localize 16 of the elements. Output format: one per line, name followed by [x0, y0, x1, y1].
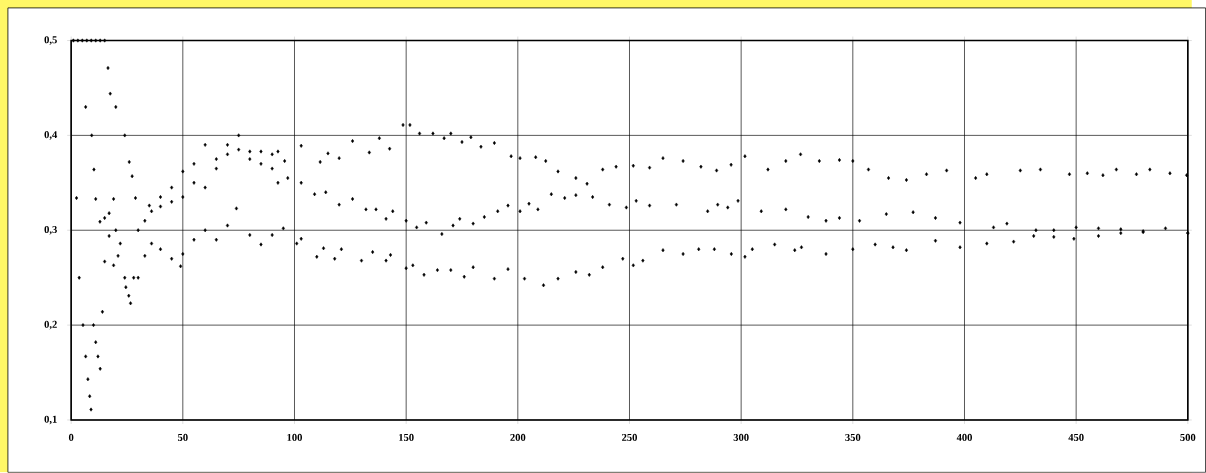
x-tick-label: 150 — [399, 433, 414, 442]
y-tick-label: 0,3 — [44, 226, 57, 235]
y-tick-label: 0,2 — [44, 320, 57, 330]
x-tick-label: 450 — [1068, 433, 1084, 442]
x-tick-label: 300 — [733, 433, 749, 442]
y-tick-label: 0,5 — [44, 36, 57, 45]
y-tick-label: 0,4 — [44, 131, 58, 140]
x-tick-label: 250 — [622, 433, 637, 442]
x-tick-label: 350 — [845, 433, 861, 442]
x-tick-label: 0 — [68, 433, 74, 442]
x-tick-label: 50 — [177, 433, 188, 442]
x-tick-label: 100 — [287, 433, 302, 442]
x-tick-label: 200 — [510, 433, 526, 442]
x-tick-label: 400 — [956, 433, 972, 442]
x-tick-label: 500 — [1180, 433, 1196, 442]
y-tick-label: 0,1 — [44, 415, 57, 425]
